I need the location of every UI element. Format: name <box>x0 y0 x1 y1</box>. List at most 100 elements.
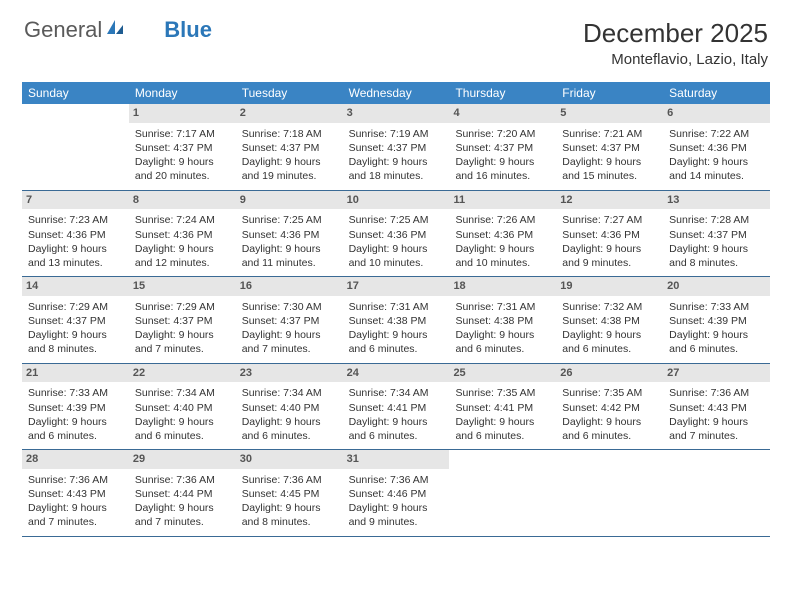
daylight-text: Daylight: 9 hours and 6 minutes. <box>455 328 550 356</box>
day-number: 21 <box>22 364 129 383</box>
title-block: December 2025 Monteflavio, Lazio, Italy <box>583 18 768 68</box>
day-number: 19 <box>556 277 663 296</box>
day-number: 14 <box>22 277 129 296</box>
sunrise-text: Sunrise: 7:32 AM <box>562 300 657 314</box>
week-row: 28Sunrise: 7:36 AMSunset: 4:43 PMDayligh… <box>22 450 770 537</box>
day-cell: 7Sunrise: 7:23 AMSunset: 4:36 PMDaylight… <box>22 191 129 277</box>
day-cell: 14Sunrise: 7:29 AMSunset: 4:37 PMDayligh… <box>22 277 129 363</box>
day-number: 4 <box>449 104 556 123</box>
day-number: 1 <box>129 104 236 123</box>
daylight-text: Daylight: 9 hours and 8 minutes. <box>242 501 337 529</box>
sunrise-text: Sunrise: 7:20 AM <box>455 127 550 141</box>
daylight-text: Daylight: 9 hours and 7 minutes. <box>135 328 230 356</box>
daylight-text: Daylight: 9 hours and 7 minutes. <box>242 328 337 356</box>
sunset-text: Sunset: 4:39 PM <box>669 314 764 328</box>
sunrise-text: Sunrise: 7:30 AM <box>242 300 337 314</box>
sunset-text: Sunset: 4:37 PM <box>242 141 337 155</box>
daylight-text: Daylight: 9 hours and 8 minutes. <box>28 328 123 356</box>
daylight-text: Daylight: 9 hours and 19 minutes. <box>242 155 337 183</box>
daylight-text: Daylight: 9 hours and 7 minutes. <box>135 501 230 529</box>
sunrise-text: Sunrise: 7:19 AM <box>349 127 444 141</box>
daylight-text: Daylight: 9 hours and 15 minutes. <box>562 155 657 183</box>
sunset-text: Sunset: 4:41 PM <box>349 401 444 415</box>
weekday-header: Wednesday <box>343 82 450 104</box>
day-number: 3 <box>343 104 450 123</box>
sunset-text: Sunset: 4:37 PM <box>349 141 444 155</box>
daylight-text: Daylight: 9 hours and 6 minutes. <box>455 415 550 443</box>
day-cell: 5Sunrise: 7:21 AMSunset: 4:37 PMDaylight… <box>556 104 663 190</box>
daylight-text: Daylight: 9 hours and 18 minutes. <box>349 155 444 183</box>
daylight-text: Daylight: 9 hours and 6 minutes. <box>562 328 657 356</box>
page-header: General Blue December 2025 Monteflavio, … <box>0 0 792 76</box>
day-number: 27 <box>663 364 770 383</box>
daylight-text: Daylight: 9 hours and 14 minutes. <box>669 155 764 183</box>
day-number: 31 <box>343 450 450 469</box>
day-cell: 23Sunrise: 7:34 AMSunset: 4:40 PMDayligh… <box>236 364 343 450</box>
logo: General Blue <box>24 18 212 41</box>
weekday-header: Monday <box>129 82 236 104</box>
sunrise-text: Sunrise: 7:35 AM <box>562 386 657 400</box>
sunrise-text: Sunrise: 7:25 AM <box>349 213 444 227</box>
daylight-text: Daylight: 9 hours and 7 minutes. <box>28 501 123 529</box>
day-cell: 25Sunrise: 7:35 AMSunset: 4:41 PMDayligh… <box>449 364 556 450</box>
week-row: 21 Sunrise: 7:33 AMSunset: 4:39 PM Dayligh… <box>22 364 770 451</box>
sunset-text: Sunset: 4:37 PM <box>242 314 337 328</box>
sunrise-text: Sunrise: 7:24 AM <box>135 213 230 227</box>
day-number: 29 <box>129 450 236 469</box>
sunrise-text: Sunrise: 7:33 AM <box>28 386 123 400</box>
daylight-text: Daylight: 9 hours and 6 minutes. <box>242 415 337 443</box>
sunset-text: Sunset: 4:41 PM <box>455 401 550 415</box>
sunrise-text: Sunrise: 7:36 AM <box>135 473 230 487</box>
daylight-text: Daylight: 9 hours and 20 minutes. <box>135 155 230 183</box>
weekday-header-row: SundayMondayTuesdayWednesdayThursdayFrid… <box>22 82 770 104</box>
day-cell: 12Sunrise: 7:27 AMSunset: 4:36 PMDayligh… <box>556 191 663 277</box>
day-number: 24 <box>343 364 450 383</box>
day-number: 17 <box>343 277 450 296</box>
sunset-text: Sunset: 4:42 PM <box>562 401 657 415</box>
day-number: 8 <box>129 191 236 210</box>
sunrise-text: Sunrise: 7:35 AM <box>455 386 550 400</box>
sunrise-text: Sunrise: 7:36 AM <box>28 473 123 487</box>
daylight-text: Daylight: 9 hours and 6 minutes. <box>669 328 764 356</box>
day-number: 16 <box>236 277 343 296</box>
day-number: 12 <box>556 191 663 210</box>
sunrise-text: Sunrise: 7:21 AM <box>562 127 657 141</box>
sunrise-text: Sunrise: 7:22 AM <box>669 127 764 141</box>
sunset-text: Sunset: 4:37 PM <box>455 141 550 155</box>
sunrise-text: Sunrise: 7:29 AM <box>135 300 230 314</box>
day-cell: 30Sunrise: 7:36 AMSunset: 4:45 PMDayligh… <box>236 450 343 536</box>
logo-text-general: General <box>24 19 102 41</box>
daylight-text: Daylight: 9 hours and 13 minutes. <box>28 242 123 270</box>
day-cell: 24Sunrise: 7:34 AMSunset: 4:41 PMDayligh… <box>343 364 450 450</box>
day-cell: 3 Sunrise: 7:19 AMSunset: 4:37 PMDaylight… <box>343 104 450 190</box>
day-number: 13 <box>663 191 770 210</box>
sunrise-text: Sunrise: 7:28 AM <box>669 213 764 227</box>
weeks-container: 1Sunrise: 7:17 AMSunset: 4:37 PMDaylight… <box>22 104 770 537</box>
sunrise-text: Sunrise: 7:34 AM <box>349 386 444 400</box>
sunrise-text: Sunrise: 7:29 AM <box>28 300 123 314</box>
day-cell: 28Sunrise: 7:36 AMSunset: 4:43 PMDayligh… <box>22 450 129 536</box>
daylight-text: Daylight: 9 hours and 6 minutes. <box>135 415 230 443</box>
sunset-text: Sunset: 4:39 PM <box>28 401 123 415</box>
day-number: 10 <box>343 191 450 210</box>
day-cell: 27Sunrise: 7:36 AMSunset: 4:43 PMDayligh… <box>663 364 770 450</box>
sunrise-text: Sunrise: 7:36 AM <box>349 473 444 487</box>
day-cell: 1Sunrise: 7:17 AMSunset: 4:37 PMDaylight… <box>129 104 236 190</box>
day-number: 22 <box>129 364 236 383</box>
week-row: 1Sunrise: 7:17 AMSunset: 4:37 PMDaylight… <box>22 104 770 191</box>
daylight-text: Daylight: 9 hours and 10 minutes. <box>455 242 550 270</box>
day-number: 30 <box>236 450 343 469</box>
daylight-text: Daylight: 9 hours and 16 minutes. <box>455 155 550 183</box>
day-number: 26 <box>556 364 663 383</box>
weekday-header: Tuesday <box>236 82 343 104</box>
weekday-header: Thursday <box>449 82 556 104</box>
sunrise-text: Sunrise: 7:36 AM <box>669 386 764 400</box>
weekday-header: Friday <box>556 82 663 104</box>
sunset-text: Sunset: 4:46 PM <box>349 487 444 501</box>
day-cell: 15Sunrise: 7:29 AMSunset: 4:37 PMDayligh… <box>129 277 236 363</box>
day-cell: 21Sunrise: 7:33 AMSunset: 4:39 PMDayligh… <box>22 364 129 450</box>
daylight-text: Daylight: 9 hours and 8 minutes. <box>669 242 764 270</box>
sunset-text: Sunset: 4:40 PM <box>135 401 230 415</box>
sunrise-text: Sunrise: 7:31 AM <box>349 300 444 314</box>
day-cell: 26Sunrise: 7:35 AMSunset: 4:42 PMDayligh… <box>556 364 663 450</box>
